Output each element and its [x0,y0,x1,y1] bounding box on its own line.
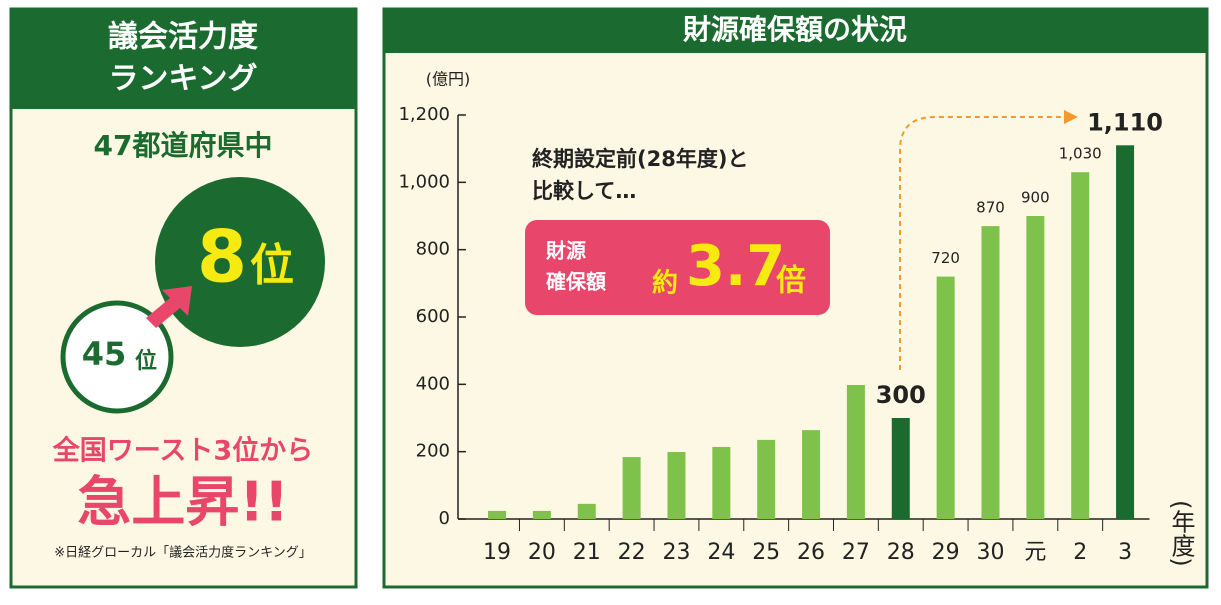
badge-label: 財源 [546,239,586,263]
x-tick-label: 20 [528,540,556,565]
bar [757,439,776,519]
y-tick-label: 800 [416,239,450,260]
x-tick-label: 2 [1073,540,1087,565]
value-label: 900 [1021,189,1050,207]
y-tick-label: 1,000 [398,171,450,192]
x-tick-label: 24 [707,540,735,565]
x-tick-label: 23 [662,540,690,565]
badge-suffix: 倍 [776,264,806,299]
bar [532,510,551,519]
value-label: 720 [931,249,960,267]
footnote: ※日経グローカル「議会活力度ランキング」 [54,545,312,561]
x-tick-label: 21 [573,540,601,565]
bar [802,430,821,519]
bar [981,226,1000,519]
x-tick-label: 19 [483,540,511,565]
bar [488,510,507,519]
headline: 全国ワースト3位から [52,435,313,467]
bar [846,385,865,519]
y-tick-label: 600 [416,306,450,327]
x-tick-label: 元 [1024,540,1046,565]
x-tick-label: 3 [1118,540,1132,565]
annotation: 終期設定前(28年度)と [532,147,748,171]
bar [1026,216,1045,519]
previous-rank-circle [60,300,174,414]
y-axis-label: (億円) [426,70,471,89]
value-label: 1,110 [1087,108,1163,136]
bar [622,457,641,519]
value-label: 300 [876,381,926,409]
headline-big: 急上昇!! [77,471,288,534]
previous-rank-unit: 位 [135,348,157,374]
y-tick-label: 1,200 [398,104,450,125]
bar [936,276,955,519]
ranking-subtitle: 47都道府県中 [94,129,273,162]
annotation: 比較して… [532,179,636,203]
badge [525,220,830,315]
value-label: 1,030 [1059,145,1102,163]
current-rank-circle [155,177,325,347]
x-tick-label: 25 [752,540,780,565]
badge-prefix: 約 [652,268,678,299]
ranking-title: 議会活力度 [108,20,258,55]
current-rank-number: 8 [197,215,247,299]
trend-arrow [899,116,1065,370]
x-tick-label: 26 [797,540,825,565]
x-tick-label: 27 [842,540,870,565]
x-axis-label: (年度) [1167,500,1195,567]
x-tick-label: 29 [932,540,960,565]
current-rank-unit: 位 [250,240,294,291]
y-tick-label: 200 [416,441,450,462]
bar [667,452,686,519]
ranking-title: ランキング [108,62,257,97]
y-tick-label: 400 [416,373,450,394]
bar [891,418,910,519]
chart-header [384,9,1207,53]
x-tick-label: 22 [618,540,646,565]
value-label: 870 [976,199,1005,217]
rank-up-arrow [146,286,192,328]
ranking-header [11,9,356,109]
bar [1116,145,1135,520]
trend-arrowhead [1064,110,1078,124]
bar [577,503,596,519]
previous-rank-number: 45 [82,335,127,373]
bar [1071,172,1090,519]
y-tick-label: 0 [439,508,450,529]
x-tick-label: 30 [976,540,1004,565]
badge-label: 確保額 [546,270,606,294]
badge-number: 3.7 [686,234,785,299]
x-tick-label: 28 [887,540,915,565]
bar [712,446,731,519]
chart-title: 財源確保額の状況 [683,13,907,46]
